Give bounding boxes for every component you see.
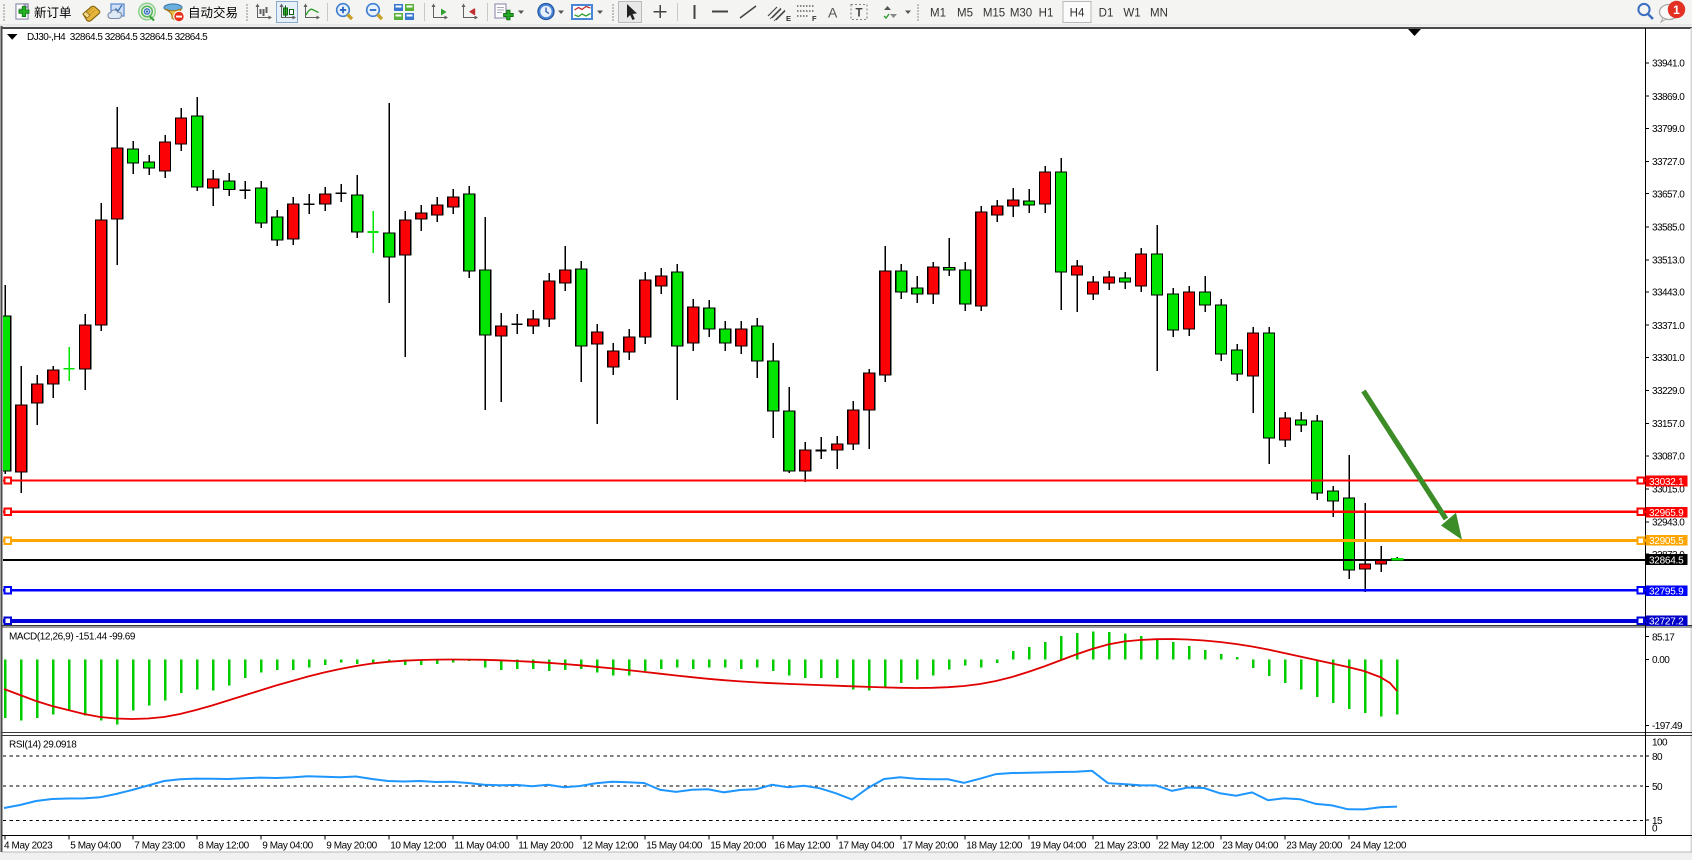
svg-text:33157.0: 33157.0 — [1652, 419, 1685, 430]
svg-text:33229.0: 33229.0 — [1652, 386, 1685, 397]
svg-text:T: T — [856, 8, 863, 20]
svg-text:-197.49: -197.49 — [1652, 721, 1683, 732]
svg-text:DJ30-,H4 32864.5 32864.5 3286: DJ30-,H4 32864.5 32864.5 32864.5 32864.5 — [27, 32, 208, 43]
svg-text:33015.0: 33015.0 — [1652, 485, 1685, 496]
svg-text:H1: H1 — [1039, 8, 1054, 20]
svg-text:W1: W1 — [1123, 8, 1140, 20]
svg-text:100: 100 — [1652, 738, 1668, 749]
svg-text:M30: M30 — [1010, 8, 1032, 20]
svg-text:M15: M15 — [983, 8, 1005, 20]
svg-text:80: 80 — [1652, 752, 1663, 763]
svg-text:24 May 12:00: 24 May 12:00 — [1350, 840, 1407, 851]
svg-text:32965.9: 32965.9 — [1649, 508, 1684, 519]
svg-text:7 May 23:00: 7 May 23:00 — [134, 840, 185, 851]
svg-text:33443.0: 33443.0 — [1652, 288, 1685, 299]
svg-text:33032.1: 33032.1 — [1649, 477, 1684, 488]
svg-text:4 May 2023: 4 May 2023 — [4, 840, 53, 851]
svg-text:11 May 04:00: 11 May 04:00 — [454, 840, 510, 851]
svg-text:17 May 04:00: 17 May 04:00 — [838, 840, 895, 851]
svg-text:16 May 12:00: 16 May 12:00 — [774, 840, 831, 851]
svg-text:17 May 20:00: 17 May 20:00 — [902, 840, 959, 851]
svg-text:12 May 12:00: 12 May 12:00 — [582, 840, 639, 851]
svg-text:33727.0: 33727.0 — [1652, 157, 1685, 168]
svg-text:33941.0: 33941.0 — [1652, 59, 1685, 70]
svg-text:1: 1 — [1673, 3, 1680, 17]
svg-text:9 May 04:00: 9 May 04:00 — [262, 840, 313, 851]
svg-text:H4: H4 — [1070, 8, 1085, 20]
svg-text:9 May 20:00: 9 May 20:00 — [326, 840, 377, 851]
svg-text:RSI(14) 29.0918: RSI(14) 29.0918 — [9, 739, 77, 750]
svg-text:0.00: 0.00 — [1652, 655, 1670, 666]
svg-text:33585.0: 33585.0 — [1652, 222, 1685, 233]
svg-text:33799.0: 33799.0 — [1652, 124, 1685, 135]
svg-text:32905.5: 32905.5 — [1649, 536, 1684, 547]
svg-text:0: 0 — [1652, 823, 1658, 834]
svg-text:5 May 04:00: 5 May 04:00 — [70, 840, 121, 851]
svg-text:23 May 20:00: 23 May 20:00 — [1286, 840, 1343, 851]
svg-text:19 May 04:00: 19 May 04:00 — [1030, 840, 1087, 851]
svg-text:50: 50 — [1652, 782, 1663, 793]
svg-text:M1: M1 — [930, 8, 946, 20]
svg-text:15 May 04:00: 15 May 04:00 — [646, 840, 703, 851]
svg-text:33657.0: 33657.0 — [1652, 189, 1685, 200]
svg-text:33301.0: 33301.0 — [1652, 353, 1685, 364]
svg-text:8 May 12:00: 8 May 12:00 — [198, 840, 249, 851]
svg-text:33371.0: 33371.0 — [1652, 321, 1685, 332]
svg-text:32943.0: 32943.0 — [1652, 518, 1685, 529]
svg-text:22 May 12:00: 22 May 12:00 — [1158, 840, 1215, 851]
svg-text:33869.0: 33869.0 — [1652, 92, 1685, 103]
svg-text:32795.9: 32795.9 — [1649, 586, 1684, 597]
svg-text:E: E — [786, 14, 791, 23]
svg-text:A: A — [828, 5, 838, 21]
svg-text:18 May 12:00: 18 May 12:00 — [966, 840, 1023, 851]
svg-text:33513.0: 33513.0 — [1652, 256, 1685, 267]
svg-text:11 May 20:00: 11 May 20:00 — [518, 840, 574, 851]
svg-text:15 May 20:00: 15 May 20:00 — [710, 840, 767, 851]
svg-text:D1: D1 — [1099, 8, 1114, 20]
svg-text:F: F — [812, 14, 817, 23]
svg-text:21 May 23:00: 21 May 23:00 — [1094, 840, 1151, 851]
svg-text:MN: MN — [1150, 8, 1168, 20]
svg-text:10 May 12:00: 10 May 12:00 — [390, 840, 447, 851]
svg-text:32727.2: 32727.2 — [1649, 617, 1684, 628]
svg-text:新订单: 新订单 — [34, 5, 72, 20]
svg-text:自动交易: 自动交易 — [188, 5, 238, 20]
svg-text:23 May 04:00: 23 May 04:00 — [1222, 840, 1279, 851]
svg-text:15: 15 — [1652, 816, 1663, 827]
svg-text:33087.0: 33087.0 — [1652, 451, 1685, 462]
svg-text:32864.5: 32864.5 — [1649, 555, 1684, 566]
svg-text:85.17: 85.17 — [1652, 633, 1675, 644]
svg-text:MACD(12,26,9) -151.44 -99.69: MACD(12,26,9) -151.44 -99.69 — [9, 631, 136, 642]
svg-text:M5: M5 — [957, 8, 973, 20]
